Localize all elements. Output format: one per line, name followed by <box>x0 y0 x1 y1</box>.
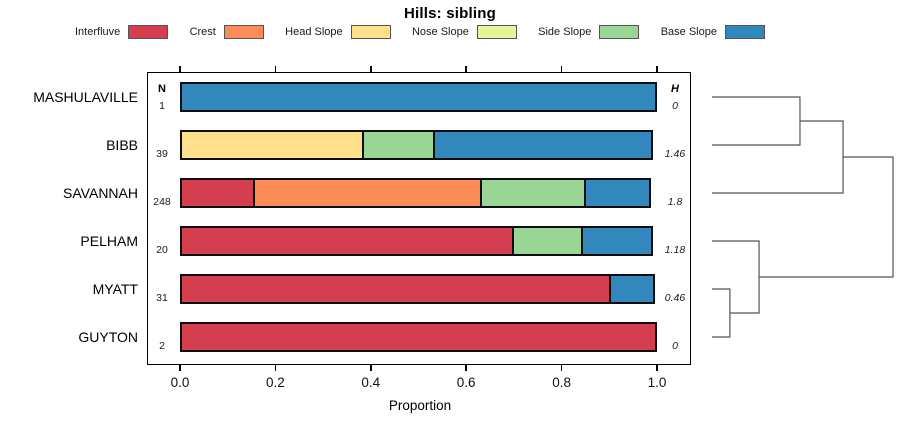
dendrogram-lines <box>712 96 894 338</box>
bar-segment <box>583 178 651 208</box>
legend-swatch <box>599 25 640 39</box>
legend-label: Interfluve <box>75 26 121 38</box>
bar-segment <box>180 178 255 208</box>
legend-label: Nose Slope <box>411 26 469 38</box>
legend-label: Crest <box>189 26 216 38</box>
legend-item: Interfluve <box>75 25 169 39</box>
axis-tick-label: 0.2 <box>266 375 285 390</box>
column-header-n: N <box>158 83 166 95</box>
n-value: 20 <box>156 244 168 256</box>
legend-item: Nose Slope <box>412 25 517 39</box>
axis-tick-top <box>274 66 277 72</box>
legend-label: Side Slope <box>538 26 592 38</box>
axis-tick-label: 0.0 <box>170 375 190 390</box>
axis-tick-top <box>465 66 467 72</box>
axis-tick-top <box>656 66 658 72</box>
axis-tick-bottom <box>465 365 467 371</box>
category-label: PELHAM <box>80 233 138 249</box>
chart-title: Hills: sibling <box>404 5 496 22</box>
legend-label: Head Slope <box>285 26 343 38</box>
category-label: GUYTON <box>78 329 138 345</box>
category-label: SAVANNAH <box>63 185 138 201</box>
legend-item: Base Slope <box>661 25 765 39</box>
axis-tick-label: 0.8 <box>552 375 571 390</box>
bar-segment <box>180 130 364 160</box>
category-label: MASHULAVILLE <box>33 89 138 105</box>
bar-row <box>180 226 657 256</box>
n-value: 31 <box>156 292 168 304</box>
bar-segment <box>180 322 657 352</box>
legend-swatch <box>476 25 517 39</box>
bar-row <box>180 130 657 160</box>
bar-segment <box>180 82 657 112</box>
axis-tick-top <box>560 66 563 72</box>
h-value: 0 <box>672 100 678 112</box>
axis-tick-label: 0.6 <box>456 375 476 390</box>
legend-swatch <box>128 25 169 39</box>
h-value: 1.46 <box>664 148 686 160</box>
legend-item: Side Slope <box>538 25 640 39</box>
legend: Interfluve Crest Head Slope Nose Slope Side … <box>75 25 765 39</box>
bar-segment <box>608 274 655 304</box>
legend-swatch <box>724 25 765 39</box>
n-value: 39 <box>156 148 168 160</box>
legend-label: Base Slope <box>660 26 717 38</box>
bar-segment <box>581 226 653 256</box>
bar-row <box>180 82 657 112</box>
x-axis-label: Proportion <box>388 398 452 413</box>
bar-segment <box>180 226 514 256</box>
n-value: 248 <box>153 196 171 208</box>
h-value: 0.46 <box>664 292 686 304</box>
axis-tick-top <box>179 66 181 72</box>
bar-segment <box>361 130 436 160</box>
bar-row <box>180 322 657 352</box>
axis-tick-label: 1.0 <box>647 375 667 390</box>
category-label: BIBB <box>106 137 138 153</box>
bar-row <box>180 178 657 208</box>
plot-box <box>147 72 691 365</box>
legend-swatch <box>223 25 264 39</box>
column-header-h: H <box>671 83 679 95</box>
n-value: 2 <box>159 340 165 352</box>
axis-tick-bottom <box>179 365 181 371</box>
axis-tick-top <box>370 66 372 72</box>
bar-segment <box>511 226 584 256</box>
bar-row <box>180 274 657 304</box>
h-value: 0 <box>672 340 678 352</box>
bar-segment <box>433 130 653 160</box>
bar-segment <box>252 178 482 208</box>
h-value: 1.18 <box>664 244 686 256</box>
axis-tick-bottom <box>274 365 277 371</box>
axis-tick-bottom <box>656 365 658 371</box>
legend-item: Head Slope <box>285 25 391 39</box>
legend-swatch <box>350 25 391 39</box>
legend-item: Crest <box>190 25 264 39</box>
axis-tick-bottom <box>560 365 563 371</box>
category-label: MYATT <box>92 281 138 297</box>
bar-segment <box>180 274 611 304</box>
axis-tick-label: 0.4 <box>361 375 381 390</box>
axis-tick-bottom <box>370 365 372 371</box>
h-value: 1.8 <box>667 196 683 208</box>
n-value: 1 <box>159 100 165 112</box>
